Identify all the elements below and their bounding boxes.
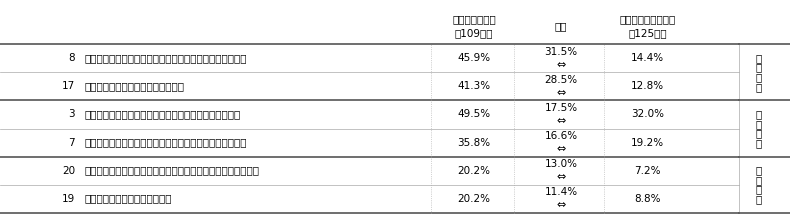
Text: 導入企業の課題認識
（125社）: 導入企業の課題認識 （125社） bbox=[619, 15, 676, 39]
Text: 31.5%: 31.5% bbox=[544, 47, 577, 57]
Text: ⇔: ⇔ bbox=[556, 88, 566, 98]
Text: 17: 17 bbox=[62, 81, 75, 91]
Text: 35.8%: 35.8% bbox=[457, 138, 491, 148]
Text: 7.2%: 7.2% bbox=[634, 166, 661, 176]
Text: ⇔: ⇔ bbox=[556, 200, 566, 210]
Text: 配
置
の
壁: 配 置 の 壁 bbox=[755, 165, 762, 204]
Text: 20: 20 bbox=[62, 166, 75, 176]
Text: 差分: 差分 bbox=[555, 21, 567, 31]
Text: 14.4%: 14.4% bbox=[631, 53, 664, 63]
Text: 異動前後の処遇の調整が難しい: 異動前後の処遇の調整が難しい bbox=[85, 194, 172, 204]
Text: 現場の上司が優秀な従業員を抱え込み、異動が実現しない: 現場の上司が優秀な従業員を抱え込み、異動が実現しない bbox=[85, 138, 247, 148]
Text: 制度活用を後押しするキャリア相談の仕組みなどがない: 制度活用を後押しするキャリア相談の仕組みなどがない bbox=[85, 110, 241, 120]
Text: 17.5%: 17.5% bbox=[544, 103, 577, 113]
Text: 20.2%: 20.2% bbox=[457, 166, 491, 176]
Text: 12.8%: 12.8% bbox=[631, 81, 664, 91]
Text: 45.9%: 45.9% bbox=[457, 53, 491, 63]
Text: 人事や現場で、社内公募制度を運用する人的な余裕がない: 人事や現場で、社内公募制度を運用する人的な余裕がない bbox=[85, 53, 247, 63]
Text: 意
識
の
壁: 意 識 の 壁 bbox=[755, 109, 762, 148]
Text: 49.5%: 49.5% bbox=[457, 110, 491, 120]
Text: 7: 7 bbox=[69, 138, 75, 148]
Text: 20.2%: 20.2% bbox=[457, 194, 491, 204]
Text: 19.2%: 19.2% bbox=[631, 138, 664, 148]
Text: 32.0%: 32.0% bbox=[631, 110, 664, 120]
Text: ⇔: ⇔ bbox=[556, 116, 566, 126]
Text: ⇔: ⇔ bbox=[556, 172, 566, 182]
Text: 導入しない理由
（109社）: 導入しない理由 （109社） bbox=[452, 15, 496, 39]
Text: 19: 19 bbox=[62, 194, 75, 204]
Text: 16.6%: 16.6% bbox=[544, 131, 577, 141]
Text: 41.3%: 41.3% bbox=[457, 81, 491, 91]
Text: 8: 8 bbox=[69, 53, 75, 63]
Text: 3: 3 bbox=[69, 110, 75, 120]
Text: 11.4%: 11.4% bbox=[544, 187, 577, 197]
Text: ⇔: ⇔ bbox=[556, 144, 566, 154]
Text: 社外からの中途採用でないと要件に合致する人を採用できない: 社外からの中途採用でないと要件に合致する人を採用できない bbox=[85, 166, 260, 176]
Text: ⇔: ⇔ bbox=[556, 60, 566, 70]
Text: 人
材
の
壁: 人 材 の 壁 bbox=[755, 53, 762, 92]
Text: 28.5%: 28.5% bbox=[544, 75, 577, 85]
Text: 13.0%: 13.0% bbox=[544, 159, 577, 169]
Text: 運用等に関するノウハウが足りない: 運用等に関するノウハウが足りない bbox=[85, 81, 185, 91]
Text: 8.8%: 8.8% bbox=[634, 194, 661, 204]
